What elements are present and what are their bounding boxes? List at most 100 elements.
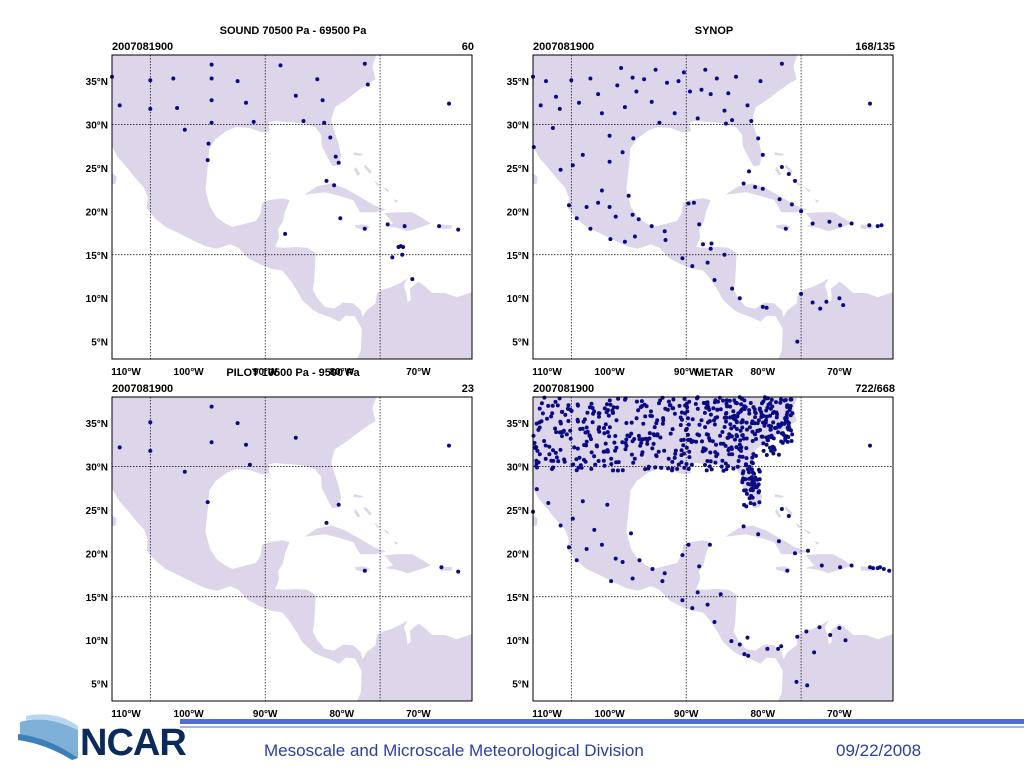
station-marker xyxy=(626,193,631,198)
station-marker xyxy=(606,413,611,418)
station-marker xyxy=(704,405,709,410)
station-marker xyxy=(887,568,892,573)
landmass xyxy=(382,186,390,193)
station-marker xyxy=(568,436,573,441)
station-marker xyxy=(609,456,614,461)
lon-tick-label: 80°W xyxy=(330,709,355,720)
station-marker xyxy=(705,602,710,607)
station-marker xyxy=(758,79,763,84)
station-marker xyxy=(702,448,707,453)
landmass xyxy=(384,554,431,574)
landmass xyxy=(775,509,782,518)
station-marker xyxy=(748,401,753,405)
station-marker xyxy=(723,411,728,416)
logo-text: NCAR xyxy=(80,722,187,764)
station-marker xyxy=(632,456,637,461)
station-marker xyxy=(724,419,728,424)
station-marker xyxy=(563,412,568,417)
station-marker xyxy=(660,421,665,426)
station-marker xyxy=(734,420,739,425)
station-marker xyxy=(607,205,612,209)
footer-accent-bar xyxy=(180,719,1024,724)
station-marker xyxy=(410,277,415,282)
station-marker xyxy=(736,459,741,463)
station-marker xyxy=(670,468,674,473)
station-marker xyxy=(728,422,733,427)
station-marker xyxy=(749,460,754,465)
station-marker xyxy=(328,135,333,140)
landmass xyxy=(785,506,793,516)
station-marker xyxy=(437,224,442,229)
station-marker xyxy=(771,451,776,456)
station-marker xyxy=(747,411,752,416)
station-marker xyxy=(827,219,832,224)
landmass xyxy=(725,525,808,555)
station-marker xyxy=(689,462,694,467)
station-marker xyxy=(672,455,677,460)
station-marker xyxy=(722,425,727,429)
station-marker xyxy=(546,403,551,408)
station-marker xyxy=(590,406,595,410)
station-marker xyxy=(782,398,787,403)
station-marker xyxy=(400,252,405,257)
lon-tick-label: 110°W xyxy=(532,709,562,720)
station-marker xyxy=(764,418,768,423)
station-marker xyxy=(612,440,617,445)
station-marker xyxy=(117,103,122,108)
station-marker xyxy=(750,455,755,460)
station-marker xyxy=(599,542,604,547)
station-marker xyxy=(787,408,792,413)
panel-count: 722/668 xyxy=(855,383,895,395)
station-marker xyxy=(757,407,762,412)
station-marker xyxy=(611,468,615,473)
station-marker xyxy=(747,425,752,430)
station-marker xyxy=(642,77,647,82)
station-marker xyxy=(631,136,636,141)
station-marker xyxy=(715,415,720,420)
map-synop: 5°N 10°N 15°N 20°N 25°N 30°N 35°N 110°W 100°W 90°… xyxy=(507,54,894,378)
station-marker xyxy=(333,154,338,159)
station-marker xyxy=(572,445,577,450)
station-marker xyxy=(679,410,684,415)
station-marker xyxy=(725,404,729,409)
station-marker xyxy=(805,683,810,688)
station-marker xyxy=(729,639,734,644)
station-marker xyxy=(737,296,742,301)
station-marker xyxy=(566,419,571,423)
station-marker xyxy=(733,414,738,419)
station-marker xyxy=(676,462,681,467)
station-marker xyxy=(608,402,613,407)
station-marker xyxy=(747,408,752,413)
station-marker xyxy=(771,420,776,425)
station-marker xyxy=(784,412,789,417)
station-marker xyxy=(765,414,769,419)
station-marker xyxy=(686,466,691,471)
station-marker xyxy=(148,420,153,425)
station-marker xyxy=(603,422,608,427)
station-marker xyxy=(707,438,712,443)
station-marker xyxy=(613,448,618,453)
station-marker xyxy=(707,407,712,412)
station-marker xyxy=(672,411,677,416)
station-marker xyxy=(681,443,686,448)
station-marker xyxy=(783,438,788,443)
station-marker xyxy=(749,119,754,123)
station-marker xyxy=(577,455,582,460)
station-marker xyxy=(602,426,606,430)
station-marker xyxy=(772,447,777,452)
station-marker xyxy=(670,427,675,432)
station-marker xyxy=(776,452,781,457)
station-marker xyxy=(730,286,735,291)
station-marker xyxy=(577,100,581,105)
station-marker xyxy=(602,463,607,468)
station-marker xyxy=(641,437,646,442)
station-marker xyxy=(785,405,790,409)
panel-title: METAR xyxy=(694,367,734,379)
station-marker xyxy=(630,576,635,581)
station-marker xyxy=(550,403,555,408)
station-marker xyxy=(778,400,783,405)
station-marker xyxy=(362,226,367,231)
station-marker xyxy=(624,443,629,448)
station-marker xyxy=(539,419,544,424)
landmass xyxy=(382,528,390,535)
